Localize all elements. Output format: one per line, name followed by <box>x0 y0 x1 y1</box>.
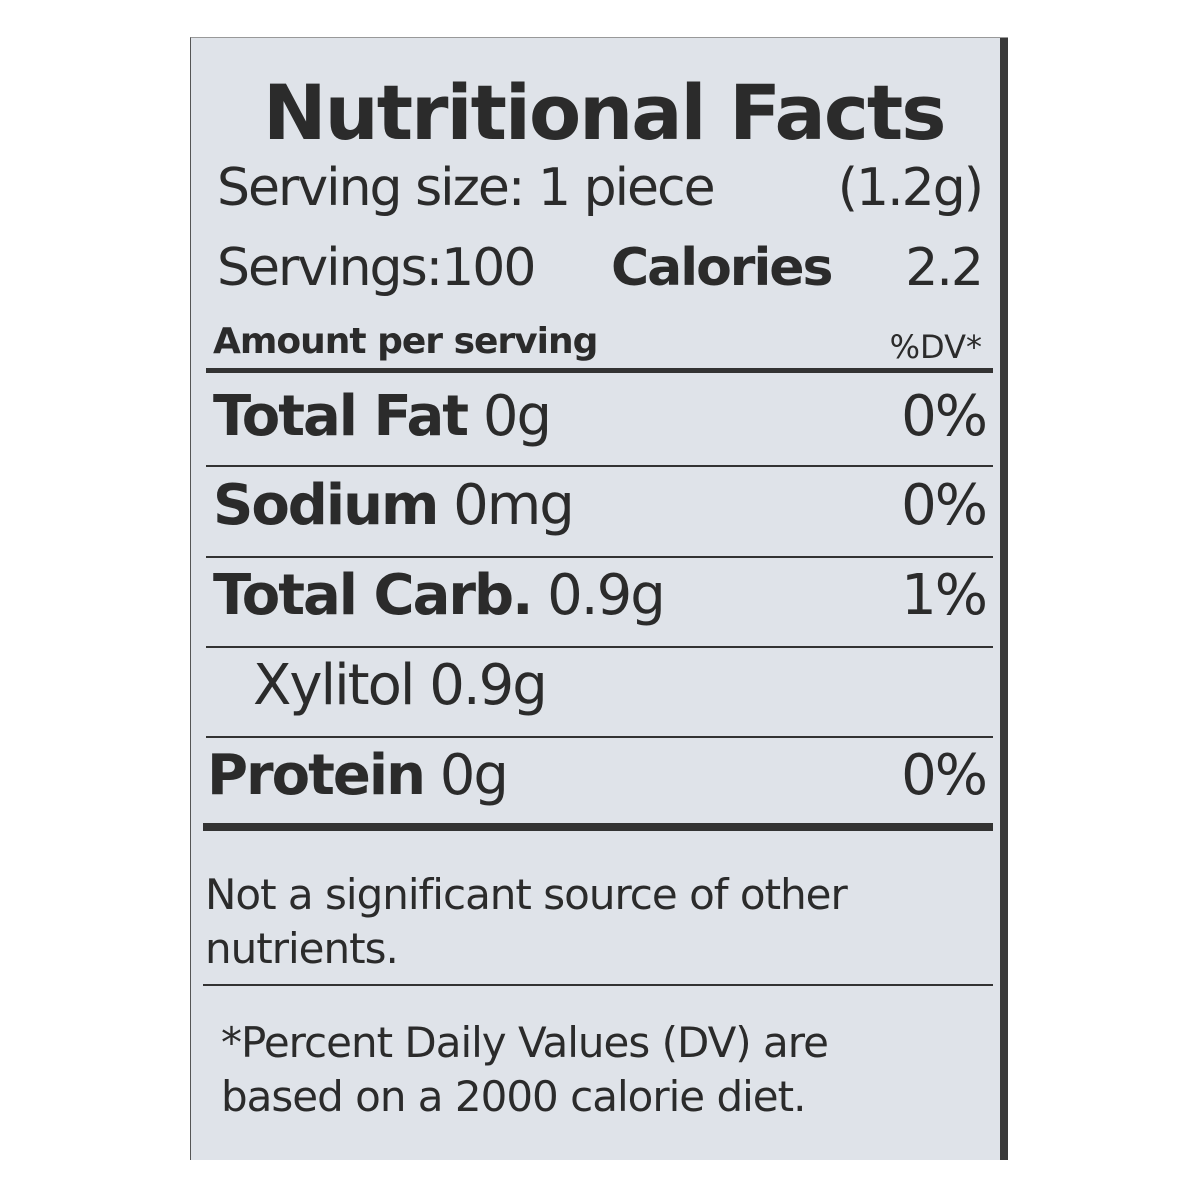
dv-total-fat: 0% <box>901 384 988 449</box>
divider <box>206 736 993 738</box>
nutrition-label: Nutritional Facts Serving size: 1 piece … <box>190 37 1008 1160</box>
divider <box>206 556 993 558</box>
row-total-carb: Total Carb. 0.9g <box>213 563 666 628</box>
calories-label: Calories <box>611 238 833 298</box>
dv-protein: 0% <box>901 743 988 808</box>
label-title: Nutritional Facts <box>263 68 946 157</box>
note: Not a significant source of other nutrien… <box>205 870 848 973</box>
row-sodium: Sodium 0mg <box>213 473 575 538</box>
serving-weight: (1.2g) <box>837 158 984 218</box>
divider <box>206 368 993 373</box>
divider <box>206 646 993 648</box>
divider <box>203 984 993 986</box>
row-xylitol: Xylitol 0.9g <box>253 653 548 718</box>
footnote: *Percent Daily Values (DV) are based on a… <box>221 1018 829 1121</box>
thick-divider <box>203 823 993 831</box>
calories-value: 2.2 <box>905 238 984 298</box>
servings-count: Servings:100 <box>217 238 536 298</box>
dv-header: %DV* <box>889 328 982 366</box>
dv-sodium: 0% <box>901 473 988 538</box>
dv-total-carb: 1% <box>901 563 988 628</box>
divider <box>206 465 993 467</box>
row-protein: Protein 0g <box>207 743 509 808</box>
serving-size: Serving size: 1 piece <box>217 158 716 218</box>
amount-per-serving: Amount per serving <box>213 321 598 362</box>
row-total-fat: Total Fat 0g <box>213 384 552 449</box>
label-border <box>1000 38 1008 1160</box>
